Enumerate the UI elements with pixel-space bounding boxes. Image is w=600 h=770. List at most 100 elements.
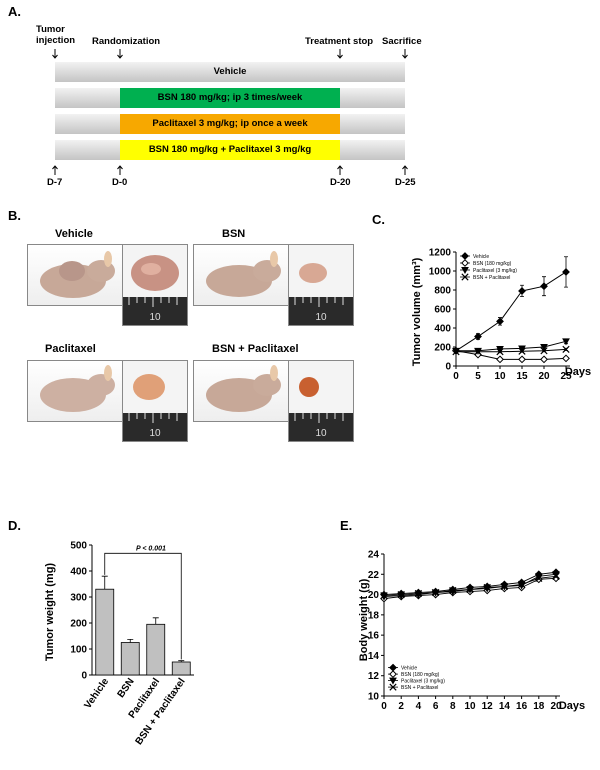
chart-c-xtick-label: 0 <box>453 371 459 382</box>
timeline-bar-vehicle: Vehicle <box>55 62 405 82</box>
tumor-photo-paclitaxel: 10 <box>122 360 188 442</box>
chart-c-point <box>474 348 482 356</box>
chart-e-ytick-label: 10 <box>368 692 380 703</box>
timeline-bar-combination: BSN 180 mg/kg + Paclitaxel 3 mg/kg <box>55 140 405 160</box>
scale-label-bsn: 10 <box>315 312 327 323</box>
chart-c-legend-marker <box>461 267 469 275</box>
chart-e-point <box>517 580 526 589</box>
chart-e-xtick-label: 10 <box>464 701 476 712</box>
chart-d-ylabel: Tumor weight (mg) <box>44 563 56 662</box>
chart-e-xtick-label: 12 <box>482 701 494 712</box>
chart-c-legend-label: BSN + Paclitaxel <box>473 275 510 281</box>
chart-e-ytick-label: 16 <box>368 631 380 642</box>
chart-e-legend-label: BSN + Paclitaxel <box>401 685 438 691</box>
treatment-stop-label: Treatment stop <box>305 36 374 47</box>
chart-e-legend-marker <box>389 683 397 691</box>
chart-c-series-line <box>456 348 567 353</box>
chart-e-point <box>535 574 543 582</box>
chart-d-ytick-label: 400 <box>70 567 87 578</box>
chart-c-xtick-label: 20 <box>538 371 550 382</box>
chart-c-ytick-label: 800 <box>434 286 451 297</box>
chart-d-ytick-label: 100 <box>70 645 87 656</box>
panel-b-label: B. <box>8 208 21 223</box>
chart-c-legend-label: BSN (180 mg/kg) <box>473 261 512 267</box>
scale-label-combination: 10 <box>315 428 327 439</box>
chart-c-ytick-label: 1200 <box>429 248 452 259</box>
chart-c-xtick-label: 10 <box>494 371 506 382</box>
randomization-label: Randomization <box>92 36 161 47</box>
chart-e-xtick-label: 16 <box>516 701 528 712</box>
group-label-bsn: BSN 180 mg/kg; ip 3 times/week <box>120 88 340 108</box>
chart-e-ytick-label: 14 <box>368 651 380 662</box>
chart-d-error-bar <box>127 638 134 643</box>
chart-c-point <box>496 348 504 356</box>
day-label-0: D-0 <box>112 177 128 188</box>
chart-d-ytick-label: 200 <box>70 619 87 630</box>
group-label-vehicle: Vehicle <box>213 66 247 77</box>
chart-c-series-line <box>456 340 567 352</box>
chart-e-ytick-label: 24 <box>368 550 380 561</box>
chart-e-point <box>397 590 405 599</box>
chart-c-ytick-label: 200 <box>434 343 451 354</box>
panel-c-label: C. <box>372 212 385 227</box>
chart-c-point <box>452 348 460 356</box>
photo-label-combination: BSN + Paclitaxel <box>212 343 299 355</box>
chart-e-point <box>466 585 474 594</box>
chart-c-point <box>562 268 570 276</box>
chart-c-legend-marker <box>461 273 469 281</box>
chart-c-point <box>562 354 570 363</box>
chart-d-error-bar <box>178 660 185 662</box>
chart-e-point <box>483 583 491 592</box>
mouse-photo-bsn <box>193 244 290 306</box>
photo-label-vehicle: Vehicle <box>55 228 93 240</box>
chart-c-point <box>496 345 504 353</box>
chart-e-ytick-label: 20 <box>368 590 380 601</box>
chart-c-point <box>540 355 548 364</box>
chart-e-point <box>449 586 457 595</box>
chart-c-legend-marker <box>461 259 469 267</box>
chart-d-bar <box>95 588 115 676</box>
chart-d-bar <box>146 623 166 676</box>
chart-c-point <box>540 282 548 291</box>
chart-e-ytick-label: 18 <box>368 610 380 621</box>
chart-c-ytick-label: 0 <box>445 362 451 373</box>
chart-d-bar <box>171 661 191 676</box>
chart-c-point <box>518 345 526 353</box>
tumor-photo-vehicle: 10 <box>122 244 188 326</box>
chart-c-xlabel: Days <box>565 366 591 378</box>
chart-d-significance-bracket <box>104 552 182 660</box>
sacrifice-label: Sacrifice <box>382 36 422 47</box>
panel-e-label: E. <box>340 518 353 533</box>
panel-a-label: A. <box>8 4 21 19</box>
chart-e-point <box>380 591 388 600</box>
chart-c-ytick-label: 600 <box>434 305 451 316</box>
chart-d-ytick-label: 300 <box>70 593 87 604</box>
chart-d-error-bar <box>152 617 159 625</box>
chart-e-xtick-label: 14 <box>499 701 511 712</box>
chart-e-xtick-label: 20 <box>550 701 562 712</box>
chart-d-ytick-label: 0 <box>81 671 87 682</box>
group-label-combination: BSN 180 mg/kg + Paclitaxel 3 mg/kg <box>120 140 340 160</box>
chart-e-ylabel: Body weight (g) <box>358 578 370 661</box>
chart-e-point <box>500 582 509 591</box>
chart-c-ytick-label: 400 <box>434 324 451 335</box>
chart-c-xtick-label: 15 <box>516 371 528 382</box>
timeline-arrows <box>52 49 408 175</box>
chart-c-ylabel: Tumor volume (mm³) <box>411 257 423 366</box>
tumor-photo-combination: 10 <box>288 360 354 442</box>
chart-d-error-bar <box>101 575 108 590</box>
tumor-photo-bsn: 10 <box>288 244 354 326</box>
mouse-photo-paclitaxel <box>27 360 124 422</box>
chart-c-xtick-label: 25 <box>560 371 572 382</box>
mouse-photo-vehicle <box>27 244 124 306</box>
chart-c-point <box>518 287 526 295</box>
timeline-bar-bsn: BSN 180 mg/kg; ip 3 times/week <box>55 88 405 108</box>
chart-e-xtick-label: 8 <box>450 701 456 712</box>
chart-e-legend-marker <box>389 670 397 679</box>
group-label-paclitaxel: Paclitaxel 3 mg/kg; ip once a week <box>120 114 340 134</box>
chart-c-point <box>496 355 504 364</box>
day-label-minus7: D-7 <box>47 177 63 188</box>
chart-e-xlabel: Days <box>559 700 585 712</box>
chart-e-point <box>552 574 560 583</box>
chart-e-legend-label: Vehicle <box>401 666 417 672</box>
